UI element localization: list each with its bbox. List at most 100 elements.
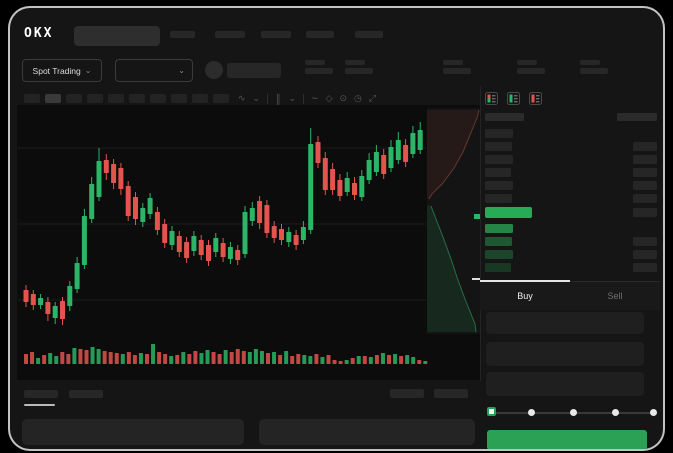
- stat-high: [443, 60, 471, 74]
- orderbook-total-bar: [633, 155, 657, 164]
- timeframe-bar: [24, 94, 229, 103]
- timeframe-chip[interactable]: [192, 94, 208, 103]
- book-bids-icon[interactable]: [507, 92, 520, 105]
- timeframe-chip[interactable]: [87, 94, 103, 103]
- candlestick-chart[interactable]: [17, 105, 480, 380]
- app-window: OKX Spot Trading ⌄ ⌄ ∿ ⌄ ║ ⌄ ∼ ◇ ⊙ ◷ ⤢: [8, 6, 665, 451]
- orders-tab-active[interactable]: [24, 390, 58, 398]
- nav-item[interactable]: [306, 31, 334, 38]
- timeframe-chip[interactable]: [66, 94, 82, 103]
- chevron-down-icon[interactable]: ⌄: [288, 93, 297, 103]
- tab-buy[interactable]: Buy: [480, 280, 570, 310]
- history-icon[interactable]: ◷: [354, 93, 362, 103]
- orderbook-total-bar: [633, 208, 657, 217]
- nav-item[interactable]: [261, 31, 291, 38]
- search-input[interactable]: [74, 26, 160, 46]
- draw-icon[interactable]: ◇: [325, 93, 333, 103]
- market-type-label: Spot Trading: [32, 65, 81, 76]
- nav-item[interactable]: [215, 31, 245, 38]
- amount-slider[interactable]: [487, 407, 657, 416]
- timeframe-chip[interactable]: [108, 94, 124, 103]
- slider-handle[interactable]: [487, 407, 496, 416]
- orderbook-size-bar: [485, 168, 511, 177]
- nav-item[interactable]: [170, 31, 195, 38]
- orderbook-size-bar: [485, 142, 512, 151]
- orderbook-bid-row[interactable]: [485, 224, 657, 233]
- panel-divider: [480, 86, 481, 381]
- orderbook-size-bar: [485, 250, 513, 259]
- candle-style-icon[interactable]: ║: [275, 93, 282, 104]
- orderbook-total-bar: [633, 181, 657, 190]
- nav-item[interactable]: [355, 31, 383, 38]
- orderbook-ask-row[interactable]: [485, 194, 657, 203]
- orderbook-header: [485, 112, 657, 121]
- stat-volume: [580, 60, 608, 74]
- snapshot-icon[interactable]: ⊙: [339, 93, 348, 103]
- orderbook-ask-row[interactable]: [485, 142, 657, 151]
- stat-last-price: [305, 60, 333, 74]
- orderbook-bid-row[interactable]: [485, 237, 657, 246]
- separator: [303, 93, 305, 104]
- orderbook-size-bar: [485, 224, 513, 233]
- slider-stop-75[interactable]: [612, 409, 619, 416]
- fullscreen-icon[interactable]: ⤢: [368, 93, 377, 103]
- orderbook-total-bar: [633, 194, 657, 203]
- slider-stop-100[interactable]: [650, 409, 657, 416]
- orderbook-ask-row[interactable]: [485, 181, 657, 190]
- book-all-icon[interactable]: [485, 92, 498, 105]
- orderbook-ask-row[interactable]: [485, 129, 657, 138]
- stat-low: [517, 60, 545, 74]
- orderbook-ask-row[interactable]: [485, 155, 657, 164]
- order-book: [485, 112, 657, 276]
- chevron-down-icon[interactable]: ⌄: [252, 93, 261, 103]
- separator: [267, 93, 269, 104]
- okx-logo[interactable]: OKX: [24, 26, 54, 41]
- pair-name-placeholder: [227, 63, 281, 78]
- timeframe-chip-active[interactable]: [45, 94, 61, 103]
- total-input[interactable]: [486, 372, 644, 396]
- buy-submit-button[interactable]: [487, 430, 647, 449]
- orderbook-ask-row[interactable]: [485, 168, 657, 177]
- pair-selector-dropdown[interactable]: ⌄: [115, 59, 193, 82]
- orderbook-price-row[interactable]: [485, 207, 657, 218]
- orderbook-bid-row[interactable]: [485, 263, 657, 272]
- chevron-down-icon: ⌄: [84, 65, 92, 75]
- orderbook-size-bar: [485, 155, 513, 164]
- orderbook-size-bar: [485, 207, 532, 218]
- active-tab-underline: [24, 404, 55, 406]
- slider-stop-50[interactable]: [570, 409, 577, 416]
- tab-sell[interactable]: Sell: [607, 291, 623, 301]
- orderbook-size-bar: [485, 181, 513, 190]
- orderbook-total-bar: [633, 142, 657, 151]
- chart-line-icon[interactable]: ∿: [238, 93, 246, 103]
- orderbook-bid-row[interactable]: [485, 250, 657, 259]
- bottom-action-button[interactable]: [390, 389, 424, 398]
- chart-background: [17, 105, 480, 380]
- timeframe-chip[interactable]: [129, 94, 145, 103]
- orderbook-size-bar: [485, 194, 512, 203]
- orderbook-view-toggles: [485, 92, 542, 105]
- order-history-placeholder: [259, 419, 475, 445]
- timeframe-chip[interactable]: [150, 94, 166, 103]
- orderbook-total-bar: [633, 168, 657, 177]
- orderbook-total-bar: [633, 263, 657, 272]
- bottom-action-button[interactable]: [434, 389, 468, 398]
- price-input[interactable]: [486, 312, 644, 334]
- book-asks-icon[interactable]: [529, 92, 542, 105]
- indicator-icon[interactable]: ∼: [311, 93, 319, 103]
- market-type-dropdown[interactable]: Spot Trading ⌄: [22, 59, 102, 82]
- open-orders-placeholder: [22, 419, 244, 445]
- timeframe-chip[interactable]: [171, 94, 187, 103]
- orderbook-total-bar: [633, 250, 657, 259]
- orderbook-size-bar: [485, 263, 511, 272]
- orderbook-size-bar: [485, 112, 524, 121]
- order-form-tabs: Buy Sell: [480, 280, 660, 310]
- timeframe-chip[interactable]: [213, 94, 229, 103]
- coin-icon: [205, 61, 223, 79]
- slider-stop-25[interactable]: [528, 409, 535, 416]
- amount-input[interactable]: [486, 342, 644, 366]
- history-tab[interactable]: [69, 390, 103, 398]
- timeframe-chip[interactable]: [24, 94, 40, 103]
- stat-change: [345, 60, 373, 74]
- chart-tools-bar: ∿ ⌄ ║ ⌄ ∼ ◇ ⊙ ◷ ⤢: [238, 92, 376, 105]
